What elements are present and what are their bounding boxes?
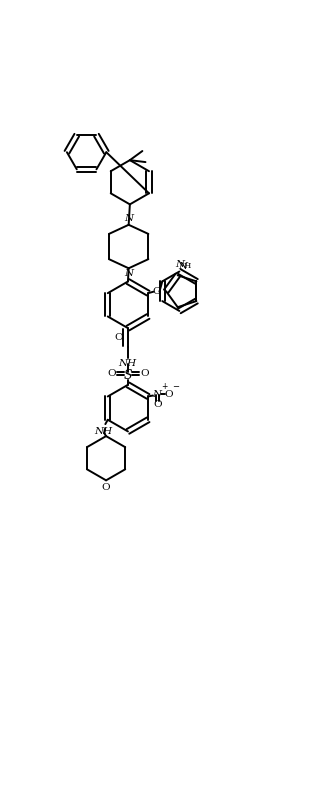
Text: N: N [175,260,184,269]
Text: H: H [183,261,191,269]
Text: S: S [124,369,132,383]
Text: O: O [140,369,149,379]
Text: O: O [165,390,173,398]
Text: O: O [102,483,110,492]
Text: N: N [124,269,133,279]
Text: N: N [178,262,187,272]
Text: O: O [115,333,123,342]
Text: NH: NH [94,427,113,436]
Text: N: N [124,214,133,223]
Text: +: + [161,383,167,391]
Text: O: O [107,369,116,379]
Text: −: − [172,383,179,391]
Text: O: O [153,287,161,296]
Text: N: N [153,390,162,398]
Text: O: O [153,400,162,409]
Text: NH: NH [118,360,136,368]
